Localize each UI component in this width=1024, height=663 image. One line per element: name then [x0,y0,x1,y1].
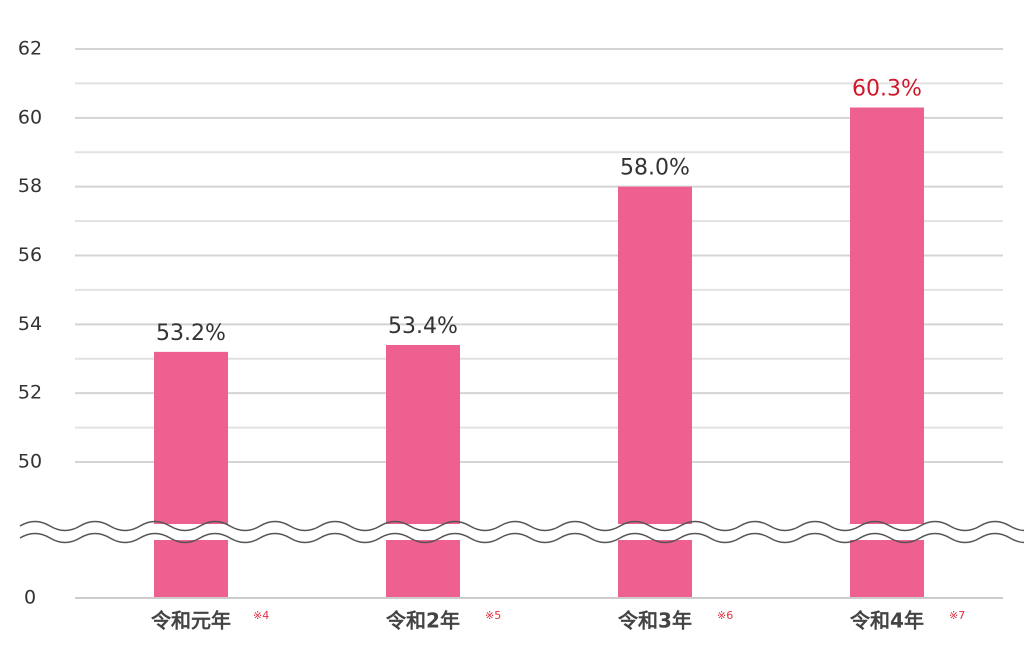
break-line [19,532,1024,544]
y-tick-label: 0 [24,587,36,609]
value-label: 58.0% [620,156,690,181]
bar [154,351,228,598]
bar [386,344,460,598]
bar [850,107,924,598]
y-tick-label: 52 [18,382,42,404]
y-tick-label: 62 [18,38,42,60]
category-note: ※6 [717,609,733,622]
x-tick-label: 令和3年 [618,609,692,633]
category-note: ※4 [253,609,269,622]
value-label: 53.4% [388,314,458,339]
value-label: 60.3% [852,77,922,102]
y-tick-label: 58 [18,175,42,197]
category-note: ※5 [485,609,501,622]
value-label: 53.2% [156,321,226,346]
y-tick-label: 60 [18,106,42,128]
category-note: ※7 [949,609,965,622]
y-tick-label: 56 [18,244,42,266]
break-mask [20,524,1010,540]
x-tick-label: 令和4年 [850,609,924,633]
y-tick-label: 50 [18,451,42,473]
break-line [19,520,1024,532]
x-tick-label: 令和元年 [151,609,231,633]
y-tick-label: 54 [18,313,42,335]
x-tick-label: 令和2年 [386,609,460,633]
